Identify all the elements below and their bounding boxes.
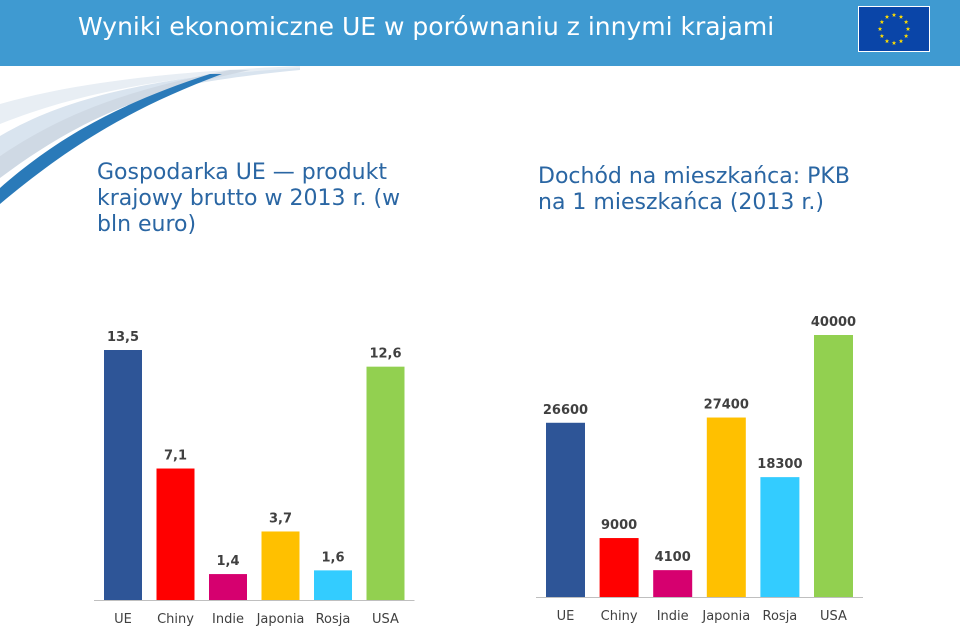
flag-star xyxy=(884,38,890,44)
data-label: 12,6 xyxy=(369,347,401,362)
category-label: Rosja xyxy=(316,612,351,627)
bar-japonia xyxy=(261,531,300,600)
data-label: 1,4 xyxy=(216,554,239,569)
category-label: Japonia xyxy=(701,609,750,624)
flag-star xyxy=(879,33,885,38)
bar-indie xyxy=(653,570,693,597)
flag-star xyxy=(884,14,890,19)
category-label: UE xyxy=(114,612,132,627)
bar-chiny xyxy=(599,538,639,597)
bar-chiny xyxy=(156,468,195,600)
flag-star xyxy=(891,40,897,45)
category-label: Japonia xyxy=(256,612,305,627)
data-label: 18300 xyxy=(757,457,802,472)
bar-ue xyxy=(546,422,585,597)
bar-ue xyxy=(104,350,142,600)
data-label: 9000 xyxy=(601,518,637,533)
flag-star xyxy=(898,14,904,19)
bar-usa xyxy=(366,366,405,600)
flag-star xyxy=(903,33,909,38)
category-label: USA xyxy=(820,609,847,624)
data-label: 26600 xyxy=(543,403,588,418)
flag-star xyxy=(898,38,904,44)
data-label: 13,5 xyxy=(107,330,139,345)
gdp-chart-title: Gospodarka UE — produkt krajowy brutto w… xyxy=(97,160,401,237)
bar-rosja xyxy=(760,477,800,597)
page-title: Wyniki ekonomiczne UE w porównaniu z inn… xyxy=(78,12,775,41)
data-label: 27400 xyxy=(704,398,749,413)
data-label: 3,7 xyxy=(269,511,292,526)
header-bar: Wyniki ekonomiczne UE w porównaniu z inn… xyxy=(0,0,960,66)
flag-star xyxy=(905,26,911,31)
category-label: Rosja xyxy=(763,609,798,624)
eu-flag-icon xyxy=(858,6,930,52)
bar-japonia xyxy=(706,417,746,597)
gdp-bar-chart: 13,5 UE 7,1 Chiny 1,4 Indie 3,7 Japonia 1,6 Rosja… xyxy=(94,330,415,627)
category-label: Chiny xyxy=(601,609,638,624)
flag-star xyxy=(903,19,909,24)
data-label: 1,6 xyxy=(321,550,344,565)
category-label: Indie xyxy=(657,609,689,624)
bar-indie xyxy=(209,574,247,600)
decorative-swoosh xyxy=(0,66,300,204)
category-label: UE xyxy=(557,609,575,624)
flag-star xyxy=(879,19,885,24)
data-label: 40000 xyxy=(811,315,856,330)
bar-rosja xyxy=(314,570,352,600)
flag-star xyxy=(891,12,897,17)
bar-usa xyxy=(814,335,853,597)
category-label: Chiny xyxy=(157,612,194,627)
category-label: USA xyxy=(372,612,399,627)
data-label: 7,1 xyxy=(164,449,187,464)
data-label: 4100 xyxy=(655,550,691,565)
flag-star xyxy=(877,26,883,31)
category-label: Indie xyxy=(212,612,244,627)
gdp-per-capita-chart-title: Dochód na mieszkańca: PKB na 1 mieszkańc… xyxy=(538,164,850,215)
